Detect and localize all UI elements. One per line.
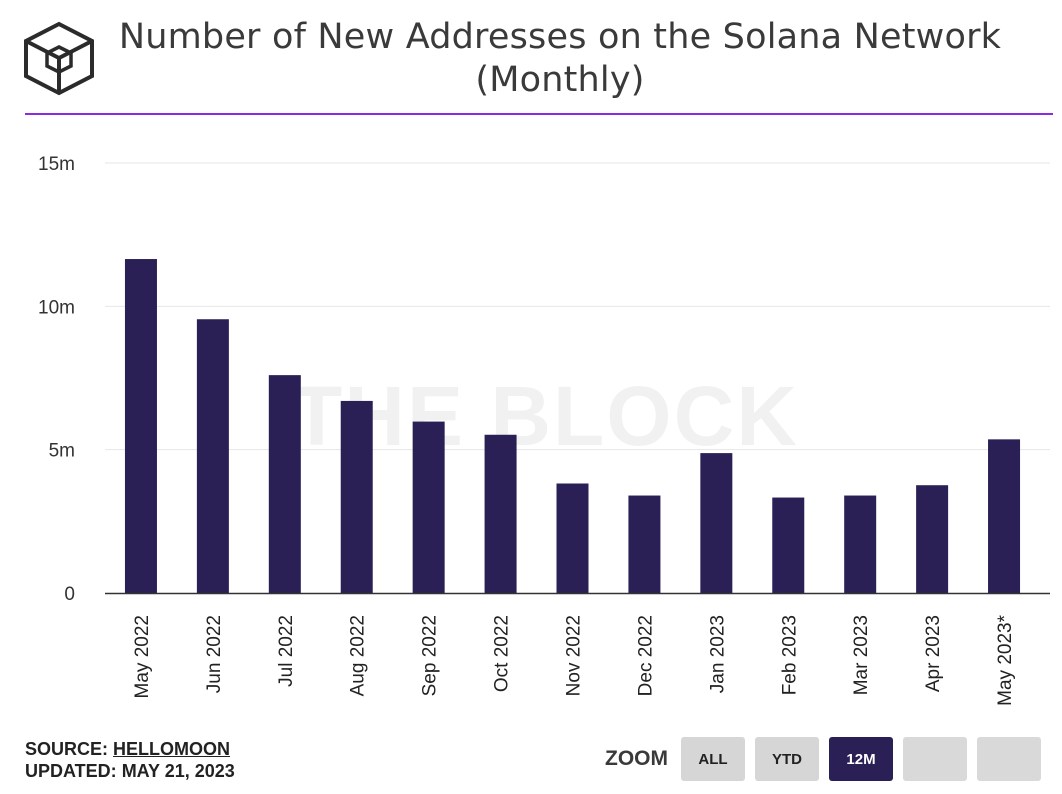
x-tick-label: Sep 2022 [420,615,441,696]
y-tick-label: 5m [49,441,75,462]
zoom-extra-button-2[interactable] [977,737,1041,781]
bar [988,439,1021,593]
updated-line: UPDATED: MAY 21, 2023 [25,760,235,782]
updated-label: UPDATED: [25,761,117,781]
x-tick-label: Aug 2022 [348,615,369,696]
chart-title: Number of New Addresses on the Solana Ne… [100,16,1020,102]
chart-title-line-1: Number of New Addresses on the Solana Ne… [118,17,1002,57]
zoom-all-button[interactable]: ALL [681,737,745,781]
x-tick-label: Mar 2023 [851,615,872,695]
x-tick-label: Jul 2022 [276,615,297,687]
bar [412,421,445,593]
watermark-text: THE BLOCK [291,369,799,463]
bar [844,495,877,593]
title-divider [25,113,1053,115]
x-tick-label: Jun 2022 [204,615,225,693]
bar [124,259,157,593]
bar [916,485,949,593]
zoom-12m-button[interactable]: 12M [829,737,893,781]
x-tick-label: Oct 2022 [492,615,513,692]
y-tick-label: 10m [38,297,75,318]
bar-chart: THE BLOCK 0 5m 10m 15m May 2022 Jun 2022 Jul 20… [38,154,1050,706]
zoom-ytd-button[interactable]: YTD [755,737,819,781]
bar [772,497,805,593]
zoom-controls: ZOOM ALL YTD 12M [605,737,1051,781]
bar [484,434,517,593]
source-link[interactable]: HELLOMOON [113,739,231,759]
x-tick-label: Feb 2023 [779,615,800,695]
x-tick-label: Apr 2023 [923,615,944,692]
y-tick-label: 0 [64,584,75,605]
zoom-extra-button-1[interactable] [903,737,967,781]
bar [196,319,229,593]
bar [556,483,589,593]
bar [700,453,733,593]
x-tick-label: Dec 2022 [635,615,656,696]
zoom-label: ZOOM [605,747,668,770]
updated-value: MAY 21, 2023 [121,761,235,781]
x-tick-label: Jan 2023 [707,615,728,693]
bar [628,495,661,593]
source-label: SOURCE: [25,739,109,759]
chart-title-line-2: (Monthly) [475,60,645,100]
bar [268,375,301,593]
bar [340,400,373,593]
source-line: SOURCE: HELLOMOON [25,738,235,760]
y-tick-label: 15m [38,154,75,175]
the-block-logo-icon [24,21,94,96]
x-tick-label: May 2023* [995,614,1016,705]
x-tick-label: Nov 2022 [564,615,585,696]
x-tick-label: May 2022 [132,615,153,698]
source-block: SOURCE: HELLOMOON UPDATED: MAY 21, 2023 [25,738,235,782]
